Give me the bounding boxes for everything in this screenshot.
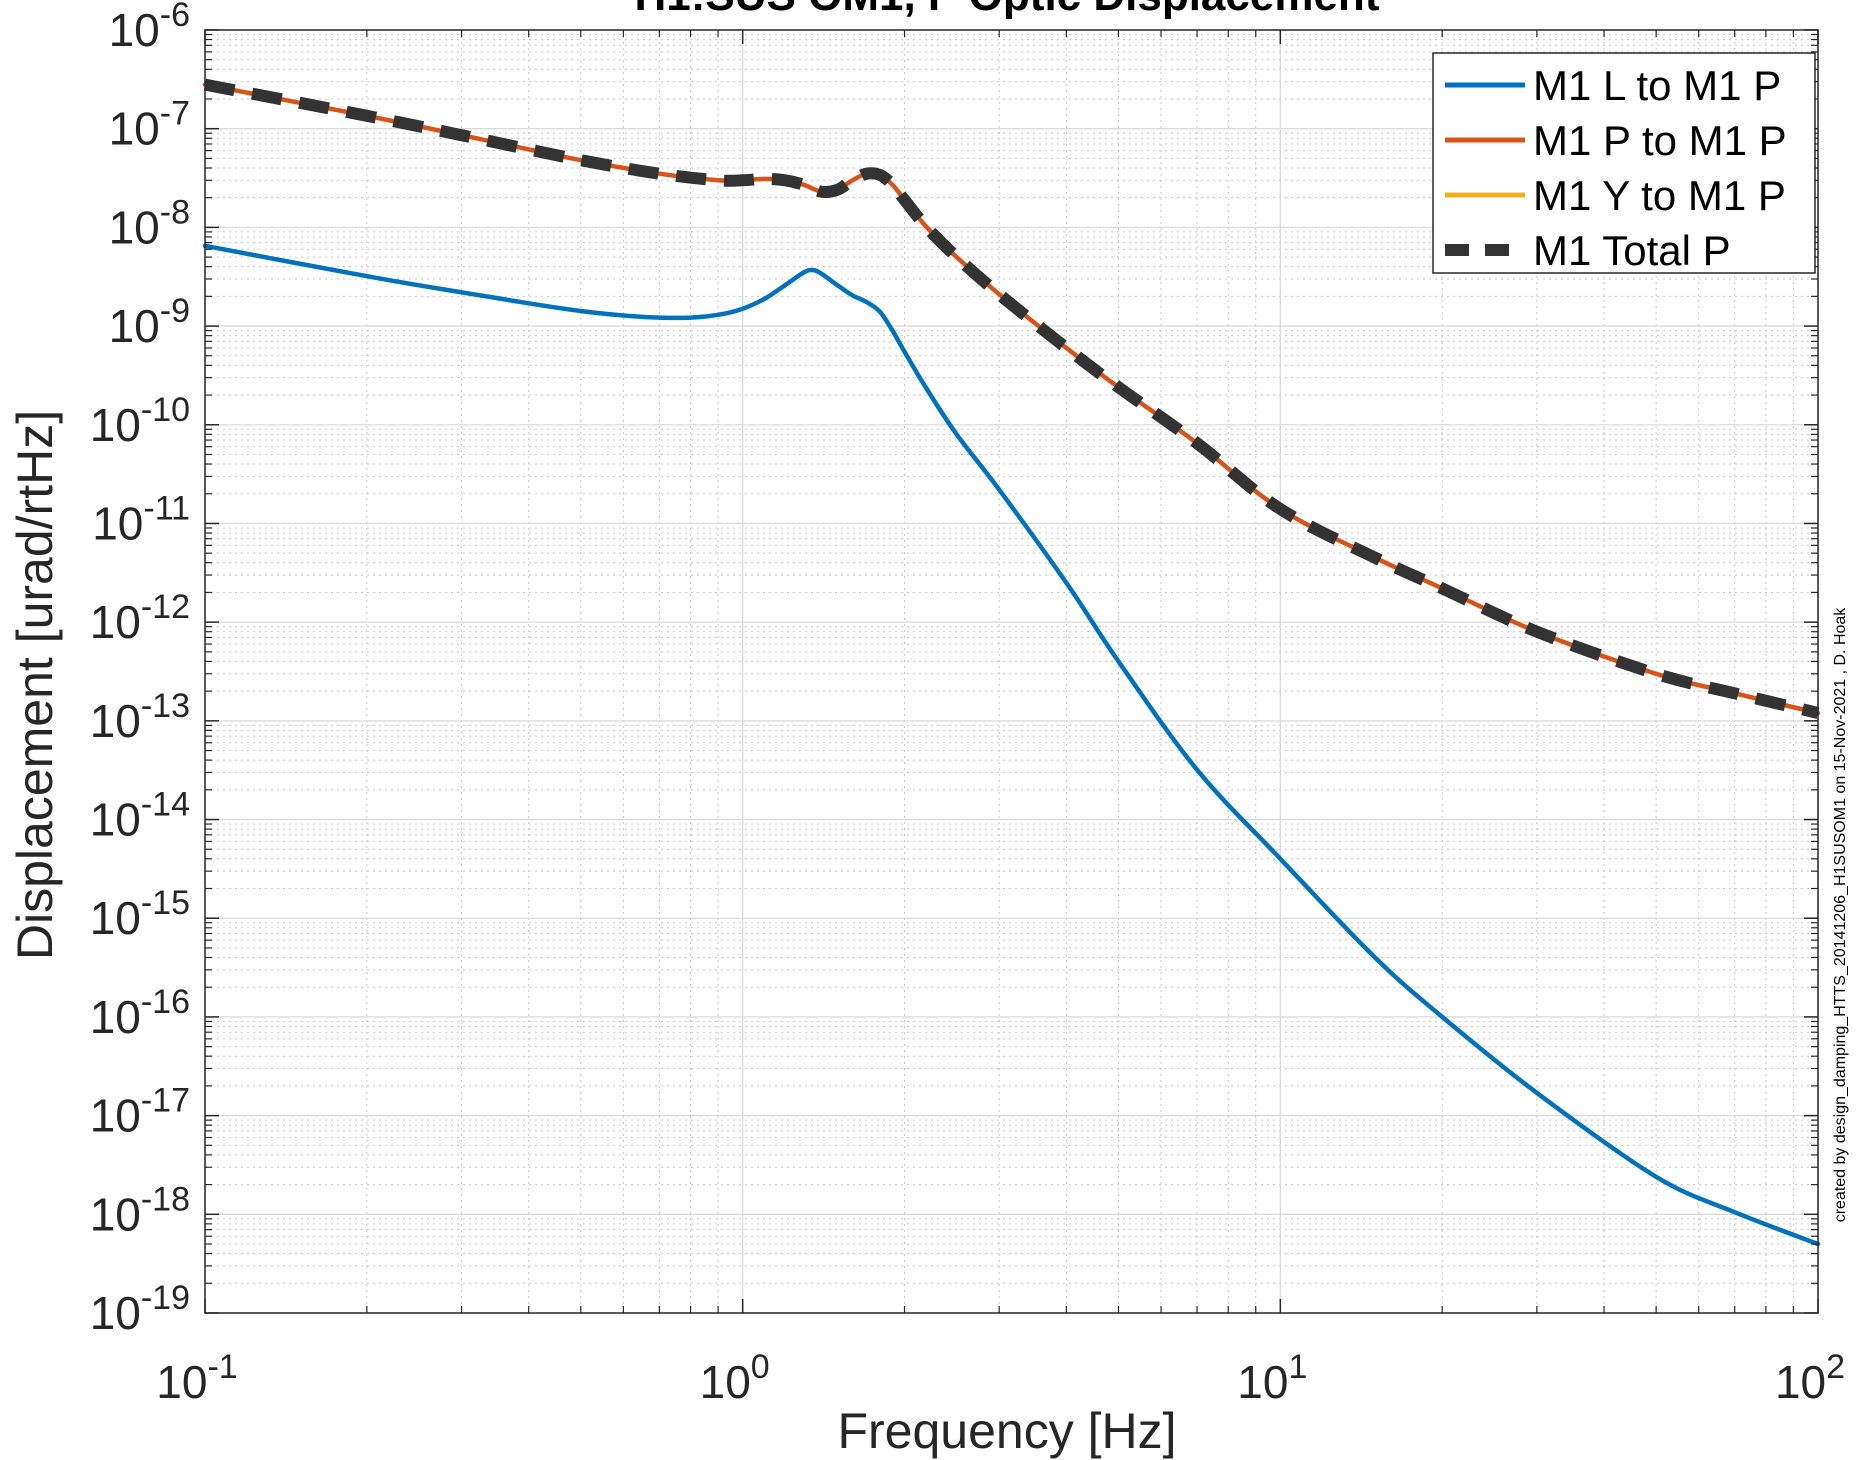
y-tick-label: 10-17 [90, 1082, 190, 1142]
x-tick-label: 102 [1775, 1348, 1845, 1408]
y-tick-label: 10-13 [90, 687, 190, 747]
legend-label: M1 Y to M1 P [1533, 172, 1786, 219]
legend-box [1432, 52, 1816, 274]
chart-title: H1:SUS OM1, P Optic Displacement [635, 0, 1380, 20]
y-tick-label: 10-15 [90, 884, 190, 944]
legend-label: M1 L to M1 P [1533, 62, 1781, 109]
y-tick-label: 10-12 [90, 588, 190, 648]
legend-label: M1 Total P [1533, 227, 1731, 274]
y-tick-label: 10-6 [109, 0, 190, 56]
y-tick-label: 10-11 [92, 489, 190, 549]
y-tick-label: 10-18 [90, 1180, 190, 1240]
y-tick-label: 10-7 [109, 95, 190, 155]
y-axis-label: Displacement [urad/rtHz] [7, 410, 63, 960]
y-tick-label: 10-10 [90, 391, 190, 451]
x-tick-label: 10-1 [156, 1348, 237, 1408]
y-tick-label: 10-19 [90, 1279, 190, 1339]
y-tick-label: 10-14 [90, 786, 190, 846]
creator-annotation: created by design_damping_HTTS_20141206_… [1832, 607, 1849, 1223]
legend-label: M1 P to M1 P [1533, 117, 1787, 164]
series-line-1 [202, 243, 1821, 1247]
y-tick-label: 10-16 [90, 983, 190, 1043]
legend: M1 L to M1 P M1 P to M1 P M1 Y to M1 P M1 T… [1432, 52, 1816, 274]
tick-marks [204, 29, 1819, 1314]
plot-frame [204, 29, 1819, 1314]
x-tick-label: 100 [700, 1348, 770, 1408]
x-tick-label: 101 [1237, 1348, 1307, 1408]
series-line-2 [202, 82, 1821, 716]
y-tick-label: 10-9 [109, 292, 190, 352]
x-tick-labels: 10-1 100 101 102 [156, 1348, 1845, 1408]
y-tick-label: 10-8 [109, 193, 190, 253]
x-axis-label: Frequency [Hz] [837, 1403, 1176, 1459]
series-layer [202, 78, 1821, 1247]
y-tick-labels: 10-19 10-18 10-17 10-16 10-15 10-14 10-13 10-12… [90, 0, 190, 1339]
